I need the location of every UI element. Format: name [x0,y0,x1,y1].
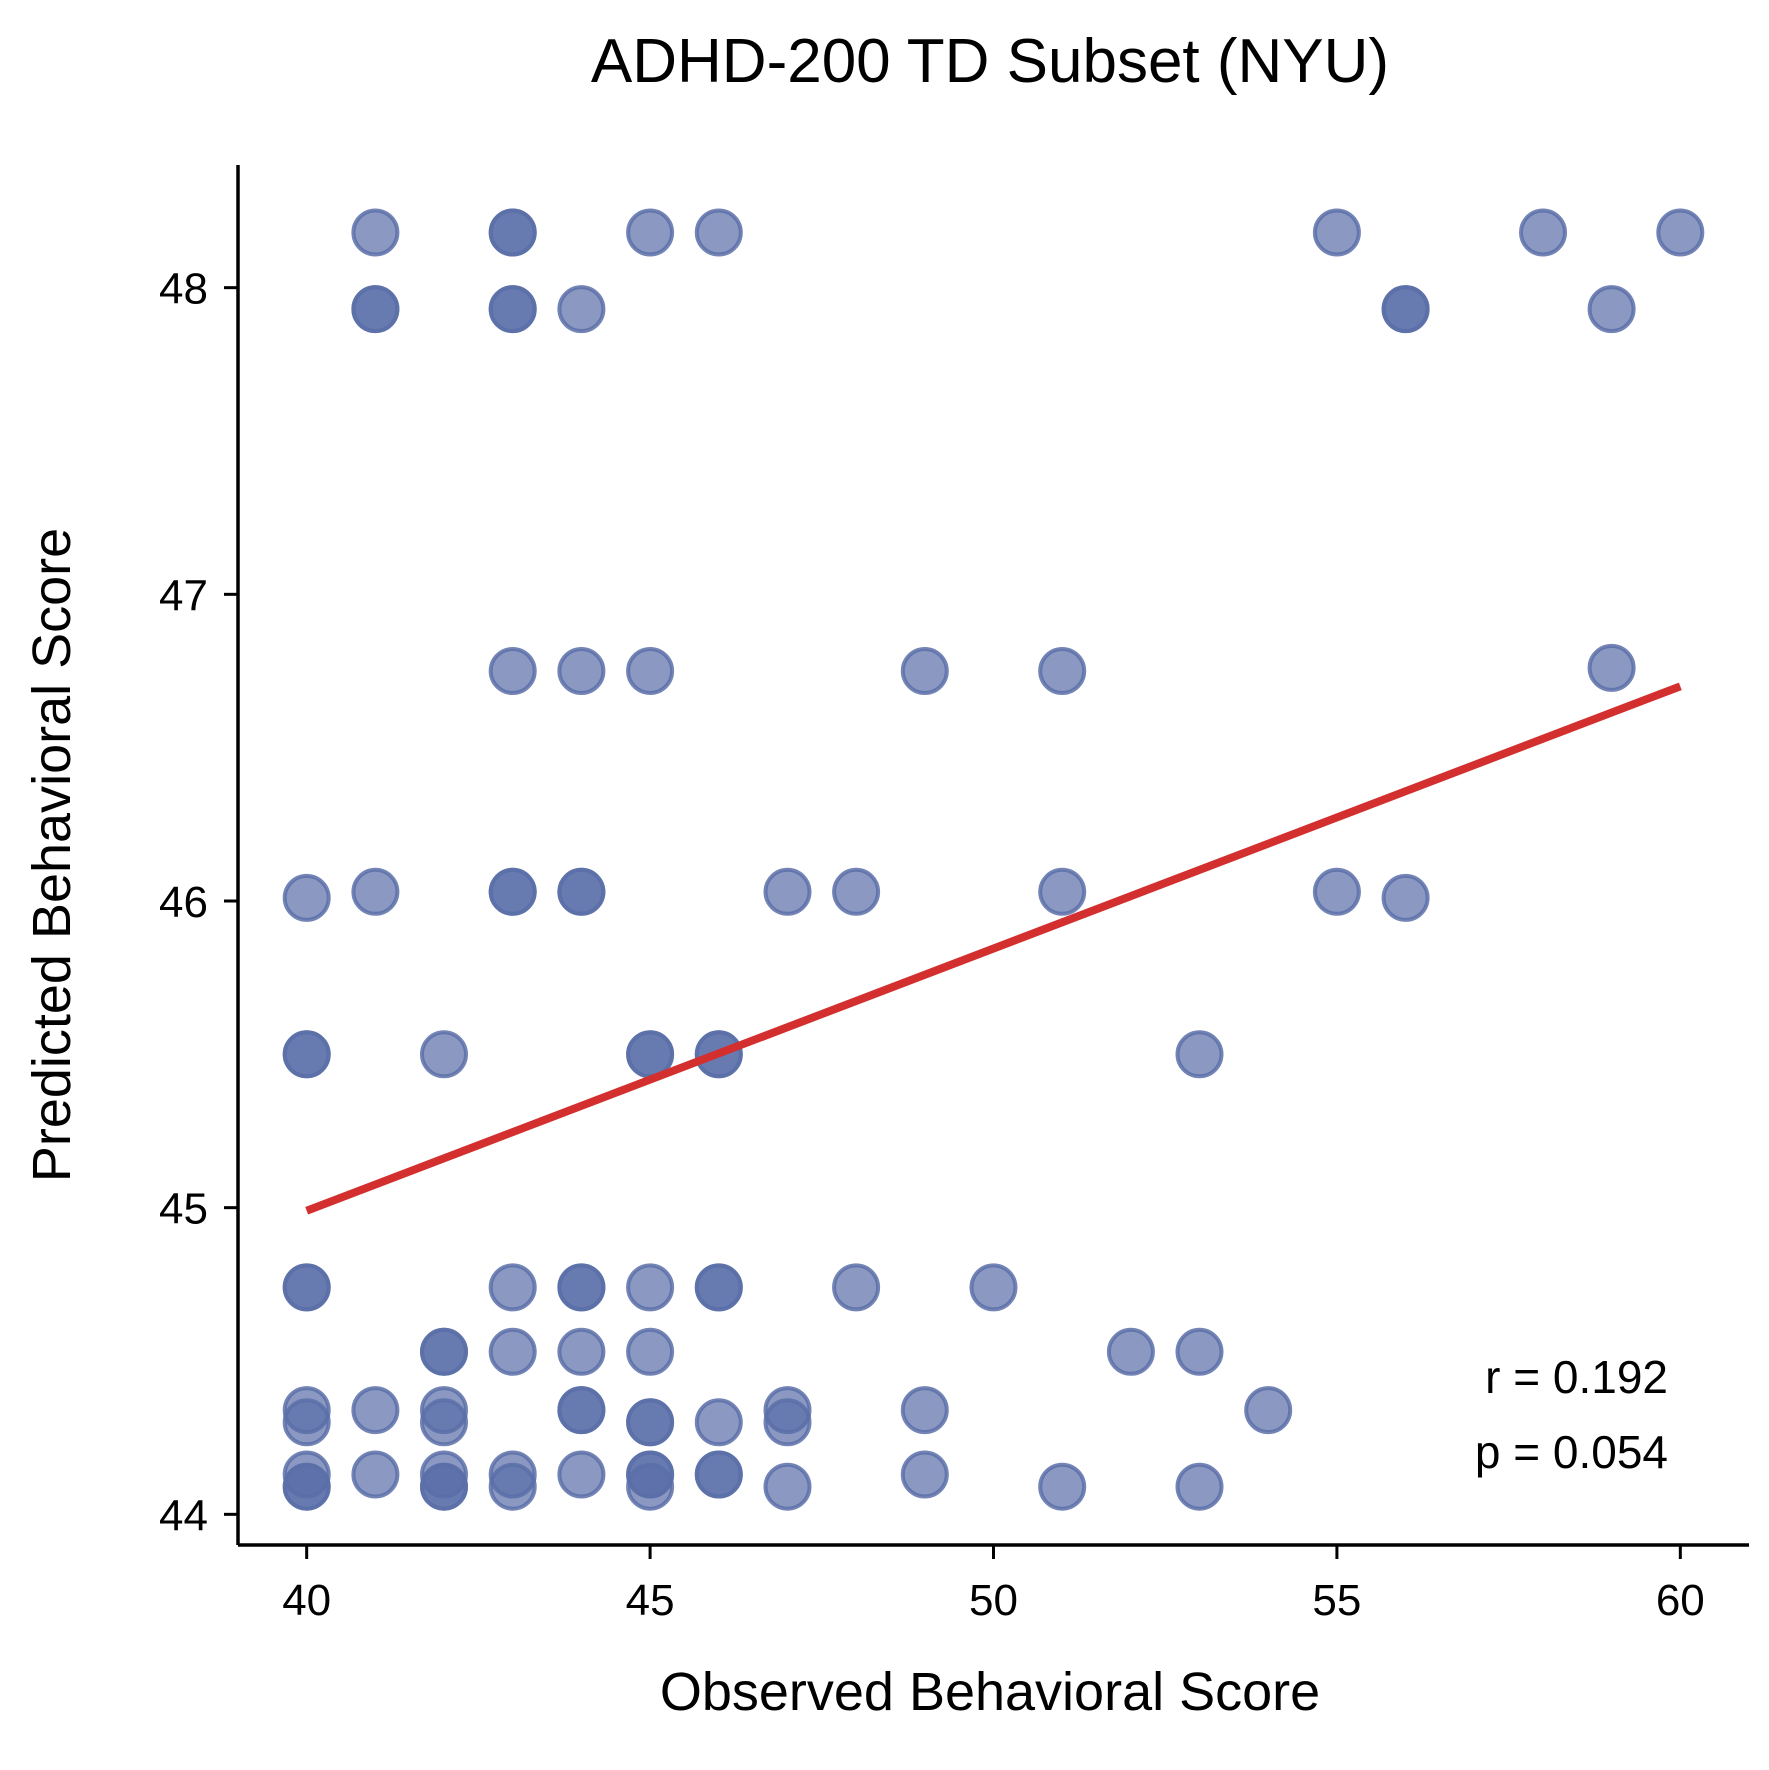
data-point [1038,1462,1087,1511]
data-point [1038,647,1087,695]
data-point [420,1398,468,1447]
data-point [694,208,743,257]
data-point [1656,208,1705,257]
data-point [351,1386,400,1435]
data-point [1519,208,1567,257]
y-tick-label: 46 [159,878,208,927]
data-point [1381,285,1430,334]
chart-title: ADHD-200 TD Subset (NYU) [591,27,1389,96]
data-point [488,285,537,334]
data-point [694,1263,743,1312]
data-point [282,1263,331,1312]
data-point [969,1263,1018,1312]
x-tick-label: 50 [969,1576,1018,1625]
data-point [488,208,537,257]
axes-layer: 40 45 50 55 60 44 45 46 47 48 [159,165,1749,1625]
data-point [900,1386,949,1435]
data-point [488,1263,537,1312]
data-point [282,1398,331,1447]
data-point [763,1462,812,1511]
data-point [694,1398,743,1447]
data-point [832,867,881,916]
correlation-r-annotation: r = 0.192 [1485,1351,1668,1403]
x-tick-label: 45 [626,1576,675,1625]
data-point [694,1450,743,1499]
data-point [626,1263,675,1312]
data-point [1175,1030,1224,1079]
y-axis-label: Predicted Behavioral Score [22,528,82,1182]
data-point [557,1450,606,1499]
data-point [351,285,400,334]
data-point [557,1327,606,1376]
data-point [557,1386,606,1435]
data-point [351,208,400,257]
y-tick-label: 47 [159,571,208,620]
y-tick-label: 48 [159,265,208,314]
data-point [420,1327,468,1376]
data-point [420,1030,468,1079]
data-point [626,1462,675,1511]
data-point [557,1263,606,1312]
data-point [488,1327,537,1376]
data-point [557,285,606,334]
data-point [557,867,606,916]
points-layer [282,208,1705,1511]
data-point [900,647,949,695]
y-tick-label: 44 [159,1491,208,1540]
data-point [626,647,675,695]
data-point [488,647,537,695]
data-point [1244,1386,1293,1435]
data-point [282,1030,331,1079]
data-point [351,1450,400,1499]
x-tick-label: 55 [1312,1576,1361,1625]
data-point [900,1450,949,1499]
data-point [420,1462,468,1511]
data-point [1175,1462,1224,1511]
data-point [1587,643,1636,692]
data-point [1106,1327,1155,1376]
correlation-p-annotation: p = 0.054 [1475,1426,1668,1478]
data-point [626,1398,675,1447]
data-point [282,1462,331,1511]
x-tick-label: 60 [1656,1576,1705,1625]
x-tick-label: 40 [282,1576,331,1625]
data-point [626,1327,675,1376]
data-point [282,873,331,922]
data-point [557,647,606,695]
data-point [763,1398,812,1447]
data-point [1038,867,1087,916]
data-point [351,867,400,916]
data-point [763,867,812,916]
data-point [1587,285,1636,334]
x-axis-label: Observed Behavioral Score [660,1662,1320,1722]
data-point [488,867,537,916]
y-tick-label: 45 [159,1185,208,1234]
regression-line [305,682,1682,1215]
data-point [832,1263,881,1312]
data-point [1312,208,1361,257]
data-point [1175,1327,1224,1376]
data-point [626,208,675,257]
data-point [1312,867,1361,916]
data-point [488,1462,537,1511]
data-point [1381,873,1430,922]
